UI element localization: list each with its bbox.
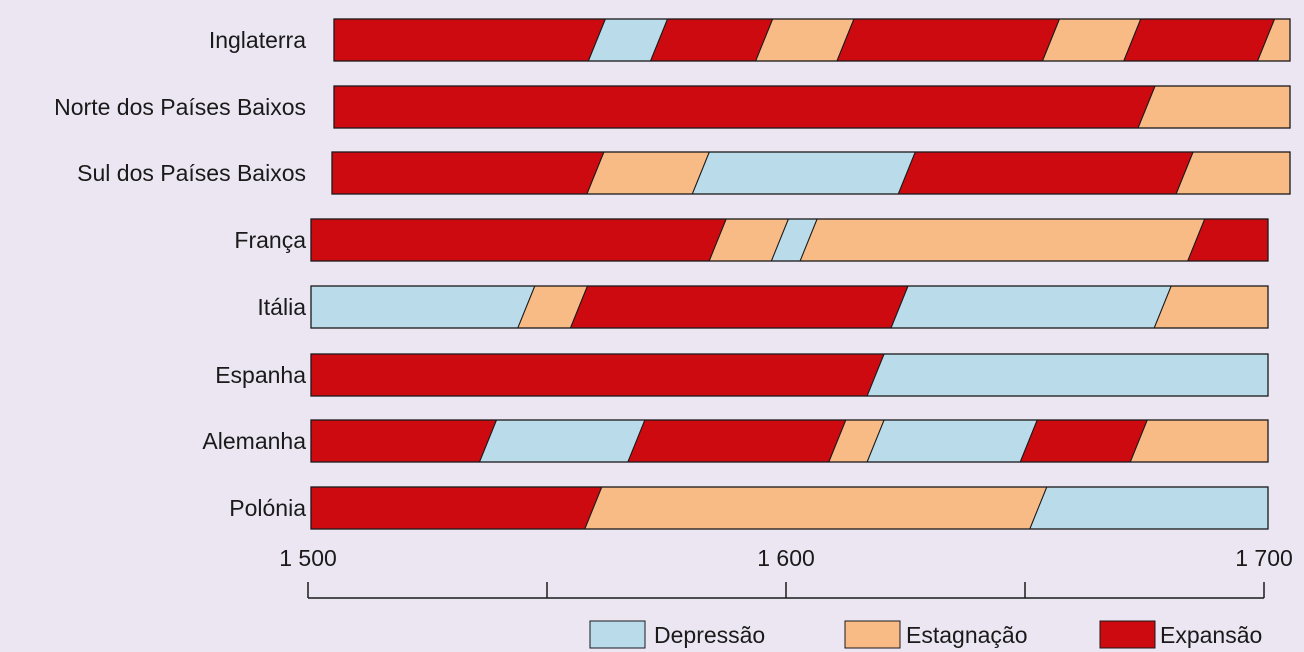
segment-expansao (836, 18, 1061, 62)
tick-label: 1 600 (757, 545, 815, 571)
row-italia: Itália (257, 285, 1269, 329)
segment-estagnacao (1129, 419, 1269, 463)
segment-expansao (310, 486, 603, 530)
segment-depressao (691, 151, 917, 195)
legend-swatch (589, 620, 646, 649)
legend-item-depressao: Depressão (589, 620, 765, 649)
legend-label: Depressão (654, 622, 765, 648)
country-label: Polónia (229, 495, 306, 521)
row-sul-dos-paises-baixos: Sul dos Países Baixos (77, 151, 1291, 195)
segment-depressao (866, 353, 1269, 397)
row-espanha: Espanha (215, 353, 1269, 397)
bar-outline (310, 218, 1269, 262)
country-label: França (234, 227, 306, 253)
segment-estagnacao (799, 218, 1206, 262)
legend-swatch (844, 620, 901, 649)
segment-expansao (569, 285, 909, 329)
segment-estagnacao (1137, 85, 1291, 129)
bar-outline (331, 151, 1291, 195)
segment-estagnacao (1175, 151, 1291, 195)
segment-expansao (649, 18, 774, 62)
legend-label: Expansão (1160, 622, 1262, 648)
segment-expansao (310, 419, 498, 463)
country-label: Espanha (215, 362, 306, 388)
bar-outline (310, 353, 1269, 397)
legend-item-estagnacao: Estagnação (844, 620, 1027, 649)
legend-item-expansao: Expansão (1099, 620, 1262, 649)
segment-expansao (897, 151, 1194, 195)
segment-expansao (333, 18, 607, 62)
segment-expansao (1019, 419, 1149, 463)
segment-depressao (310, 285, 536, 329)
legend: Depressão Estagnação Expansão (589, 620, 1262, 649)
segment-depressao (1029, 486, 1269, 530)
segment-depressao (866, 419, 1038, 463)
country-label: Itália (257, 294, 306, 320)
country-label: Sul dos Países Baixos (77, 160, 306, 186)
x-axis: 1 500 1 600 1 700 (279, 545, 1293, 599)
row-inglaterra: Inglaterra (209, 18, 1291, 62)
country-label: Inglaterra (209, 27, 306, 53)
segment-estagnacao (584, 486, 1048, 530)
tick-label: 1 700 (1235, 545, 1293, 571)
legend-label: Estagnação (906, 622, 1027, 648)
tick-label: 1 500 (279, 545, 337, 571)
row-polonia: Polónia (229, 486, 1269, 530)
row-alemanha: Alemanha (202, 419, 1269, 463)
bar-outline (333, 18, 1291, 62)
bar-outline (333, 85, 1291, 129)
segment-expansao (627, 419, 847, 463)
segment-expansao (331, 151, 605, 195)
bar-outline (310, 486, 1269, 530)
rows-group: Inglaterra Norte dos Países Baixos Sul dos… (54, 18, 1291, 530)
bar-outline (310, 419, 1269, 463)
segment-expansao (1123, 18, 1276, 62)
segment-depressao (478, 419, 646, 463)
legend-swatch (1099, 620, 1156, 649)
bar-outline (310, 285, 1269, 329)
segment-estagnacao (586, 151, 711, 195)
row-norte-dos-paises-baixos: Norte dos Países Baixos (54, 85, 1291, 129)
segment-expansao (333, 85, 1156, 129)
country-label: Norte dos Países Baixos (54, 94, 306, 120)
segment-expansao (310, 218, 727, 262)
row-franca: França (234, 218, 1269, 262)
segment-expansao (310, 353, 885, 397)
country-label: Alemanha (202, 428, 306, 454)
segment-depressao (890, 285, 1172, 329)
segment-estagnacao (1153, 285, 1269, 329)
